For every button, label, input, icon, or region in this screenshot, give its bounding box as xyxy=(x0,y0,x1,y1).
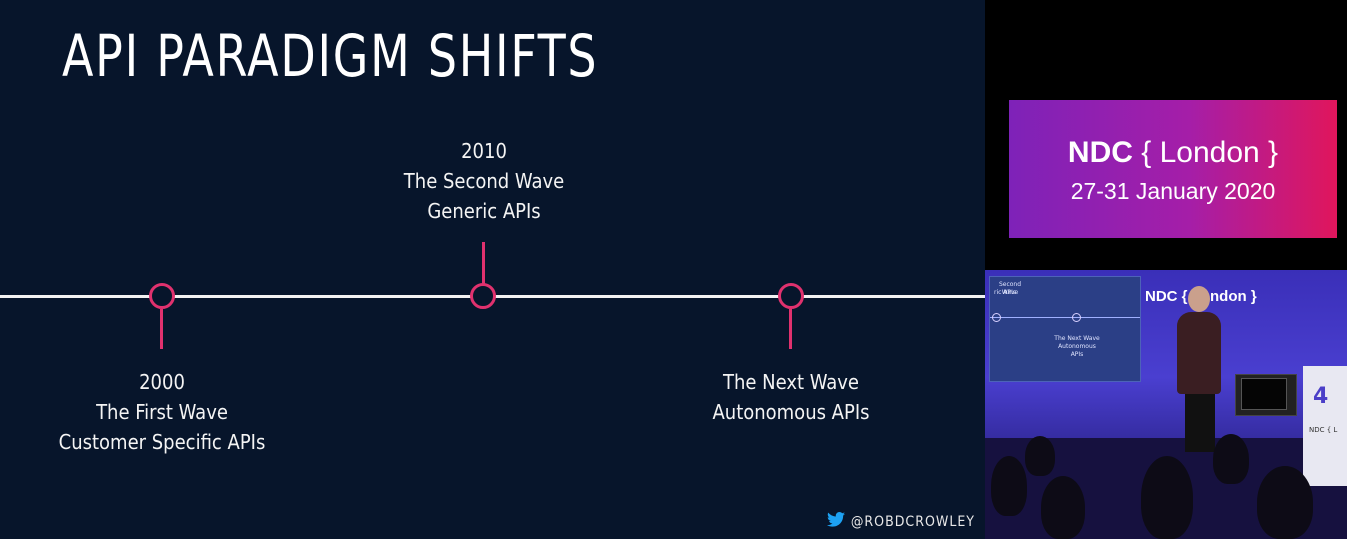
screen-text: Autonomous APIs xyxy=(1058,343,1096,358)
conference-city: { London } xyxy=(1141,136,1279,169)
milestone-wave: The First Wave xyxy=(96,400,228,424)
video-side-panel: NDC { London } 27-31 January 2020 Second… xyxy=(985,0,1347,539)
audience-member xyxy=(1025,436,1055,476)
timeline-stem-next xyxy=(789,309,792,349)
milestone-next-label: The Next Wave Autonomous APIs xyxy=(712,367,869,427)
timeline-node-2000 xyxy=(149,283,175,309)
stage-projection-screen: Second Wave ric APIs The Next Wave Auton… xyxy=(989,276,1141,382)
milestone-wave: The Second Wave xyxy=(403,169,565,193)
twitter-handle: @ROBDCROWLEY xyxy=(826,512,975,531)
audience-member xyxy=(1041,476,1085,539)
twitter-bird-icon xyxy=(826,512,845,531)
speaker-video-feed: Second Wave ric APIs The Next Wave Auton… xyxy=(985,270,1347,539)
twitter-handle-text: @ROBDCROWLEY xyxy=(850,513,975,530)
milestone-desc: Generic APIs xyxy=(427,199,541,223)
milestone-2010-label: 2010 The Second Wave Generic APIs xyxy=(404,136,564,226)
timeline-stem-2010 xyxy=(482,242,485,284)
conference-name: NDC { London } xyxy=(1009,136,1337,170)
milestone-desc: Customer Specific APIs xyxy=(58,430,266,454)
podium: 4 NDC { L xyxy=(1303,366,1347,486)
stage-monitor xyxy=(1241,378,1287,410)
milestone-year: 2010 xyxy=(461,139,507,163)
milestone-wave: The Next Wave xyxy=(722,370,860,394)
timeline-node-next xyxy=(778,283,804,309)
conference-dates: 27-31 January 2020 xyxy=(1070,178,1276,204)
slide-title: API PARADIGM SHIFTS xyxy=(62,22,599,90)
screen-text: The Next Wave xyxy=(1054,335,1100,342)
screen-text: ric APIs xyxy=(994,289,1016,296)
milestone-2000-label: 2000 The First Wave Customer Specific AP… xyxy=(59,367,266,457)
speaker xyxy=(1177,312,1221,394)
audience-member xyxy=(1257,466,1313,539)
milestone-desc: Autonomous APIs xyxy=(712,400,870,424)
ndc-conference-card: NDC { London } 27-31 January 2020 xyxy=(1009,100,1337,238)
audience-member xyxy=(1213,434,1249,484)
audience-member xyxy=(991,456,1027,516)
conference-brand: NDC xyxy=(1067,136,1133,169)
milestone-year: 2000 xyxy=(139,370,185,394)
timeline-stem-2000 xyxy=(160,309,163,349)
audience-member xyxy=(1141,456,1193,539)
presentation-slide: API PARADIGM SHIFTS 2000 The First Wave … xyxy=(0,0,985,539)
timeline-node-2010 xyxy=(470,283,496,309)
screen-text: Second Wave xyxy=(998,281,1022,296)
